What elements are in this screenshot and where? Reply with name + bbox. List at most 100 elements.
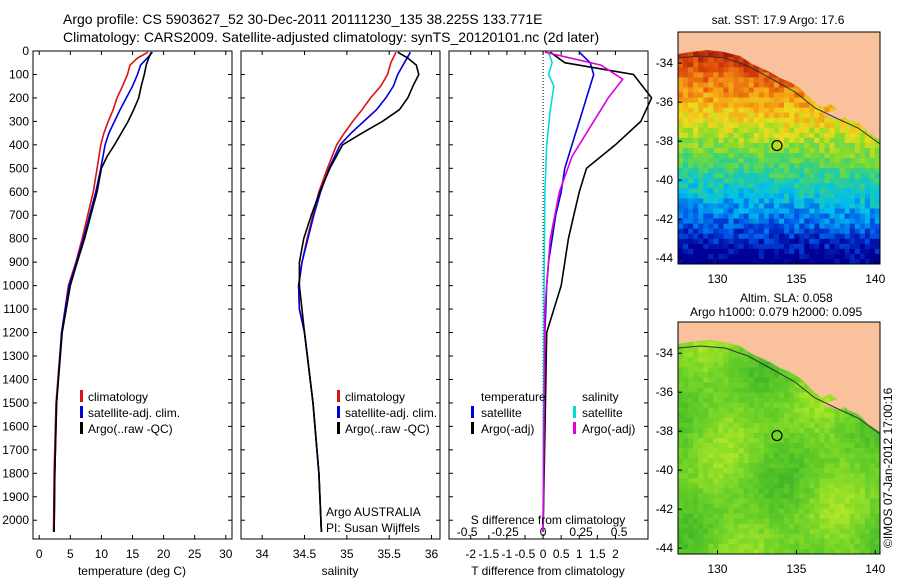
- heatmap-cell: [718, 427, 725, 434]
- heatmap-cell: [688, 77, 694, 84]
- heatmap-cell: [779, 77, 785, 84]
- heatmap-cell: [784, 228, 790, 235]
- heatmap-cell: [869, 163, 876, 169]
- heatmap-cell: [728, 523, 735, 530]
- heatmap-cell: [738, 402, 745, 409]
- heatmap-cell: [683, 243, 689, 250]
- heatmap-cell: [683, 97, 689, 104]
- heatmap-cell: [748, 493, 755, 500]
- heatmap-cell: [753, 523, 760, 530]
- heatmap-cell: [824, 397, 831, 404]
- heatmap-cell: [738, 142, 745, 149]
- heatmap-cell: [779, 102, 785, 109]
- heatmap-cell: [794, 168, 800, 174]
- heatmap-cell: [773, 483, 780, 490]
- heatmap-cell: [753, 142, 760, 149]
- heatmap-cell: [723, 173, 730, 179]
- heatmap-cell: [814, 453, 820, 459]
- heatmap-cell: [693, 498, 699, 505]
- heatmap-cell: [688, 198, 694, 205]
- heatmap-cell: [799, 548, 805, 554]
- heatmap-cell: [869, 198, 876, 205]
- heatmap-cell: [688, 443, 694, 449]
- heatmap-cell: [779, 117, 785, 124]
- heatmap-cell: [819, 432, 826, 439]
- heatmap-cell: [779, 458, 785, 464]
- heatmap-cell: [809, 533, 815, 540]
- heatmap-cell: [748, 533, 755, 540]
- heatmap-cell: [789, 137, 795, 144]
- heatmap-cell: [799, 438, 805, 444]
- heatmap-cell: [789, 238, 795, 245]
- heatmap-cell: [678, 97, 684, 104]
- heatmap-cell: [784, 427, 790, 434]
- heatmap-cell: [768, 387, 775, 394]
- heatmap-cell: [748, 498, 755, 505]
- heatmap-cell: [854, 427, 861, 434]
- heatmap-cell: [713, 117, 719, 124]
- heatmap-cell: [859, 243, 866, 250]
- heatmap-cell: [859, 468, 866, 474]
- heatmap-cell: [733, 193, 740, 200]
- heatmap-cell: [758, 97, 765, 104]
- heatmap-cell: [773, 107, 780, 114]
- heatmap-cell: [693, 533, 699, 540]
- heatmap-cell: [859, 427, 866, 434]
- heatmap-cell: [799, 543, 805, 550]
- salinity-panel: 34 34.5 35 35.5 36 salinity climatology sate…: [240, 50, 441, 578]
- heatmap-cell: [728, 158, 735, 164]
- heatmap-cell: [844, 173, 851, 179]
- heatmap-cell: [773, 473, 780, 479]
- heatmap-cell: [779, 523, 785, 530]
- heatmap-cell: [693, 233, 699, 240]
- heatmap-cell: [874, 198, 880, 205]
- heatmap-cell: [763, 478, 770, 484]
- heatmap-cell: [738, 258, 745, 264]
- heatmap-cell: [763, 163, 770, 169]
- salinity-series: [297, 51, 420, 533]
- heatmap-cell: [773, 533, 780, 540]
- heatmap-cell: [819, 127, 826, 134]
- heatmap-cell: [708, 473, 714, 479]
- heatmap-cell: [713, 52, 719, 58]
- heatmap-cell: [683, 87, 689, 94]
- heatmap-cell: [809, 448, 815, 454]
- heatmap-cell: [854, 468, 861, 474]
- heatmap-cell: [829, 493, 836, 500]
- heatmap-cell: [703, 473, 709, 479]
- heatmap-cell: [819, 422, 826, 429]
- heatmap-cell: [708, 117, 714, 124]
- x-tick-label: 1.5: [589, 547, 606, 561]
- heatmap-cell: [738, 148, 745, 154]
- heatmap-cell: [758, 258, 765, 264]
- heatmap-cell: [849, 153, 856, 159]
- heatmap-cell: [698, 57, 704, 63]
- heatmap-cell: [723, 503, 730, 510]
- heatmap-cell: [698, 453, 704, 459]
- heatmap-cell: [713, 112, 719, 119]
- y-tick-label: -40: [656, 173, 674, 187]
- heatmap-cell: [834, 453, 841, 459]
- heatmap-cell: [683, 127, 689, 134]
- heatmap-cell: [748, 483, 755, 490]
- heatmap-cell: [718, 528, 725, 535]
- heatmap-cell: [678, 478, 684, 484]
- heatmap-cell: [703, 523, 709, 530]
- heatmap-cell: [839, 238, 846, 245]
- heatmap-cell: [713, 382, 719, 389]
- heatmap-cell: [718, 92, 725, 99]
- heatmap-cell: [864, 173, 871, 179]
- heatmap-cell: [713, 443, 719, 449]
- heatmap-cell: [864, 523, 871, 530]
- heatmap-cell: [799, 448, 805, 454]
- heatmap-cell: [768, 543, 775, 550]
- heatmap-cell: [718, 168, 725, 174]
- heatmap-cell: [758, 538, 765, 545]
- heatmap-cell: [839, 453, 846, 459]
- heatmap-cell: [779, 153, 785, 159]
- heatmap-cell: [718, 228, 725, 235]
- heatmap-cell: [864, 443, 871, 449]
- heatmap-cell: [809, 412, 815, 419]
- heatmap-cell: [693, 238, 699, 245]
- heatmap-cell: [753, 183, 760, 189]
